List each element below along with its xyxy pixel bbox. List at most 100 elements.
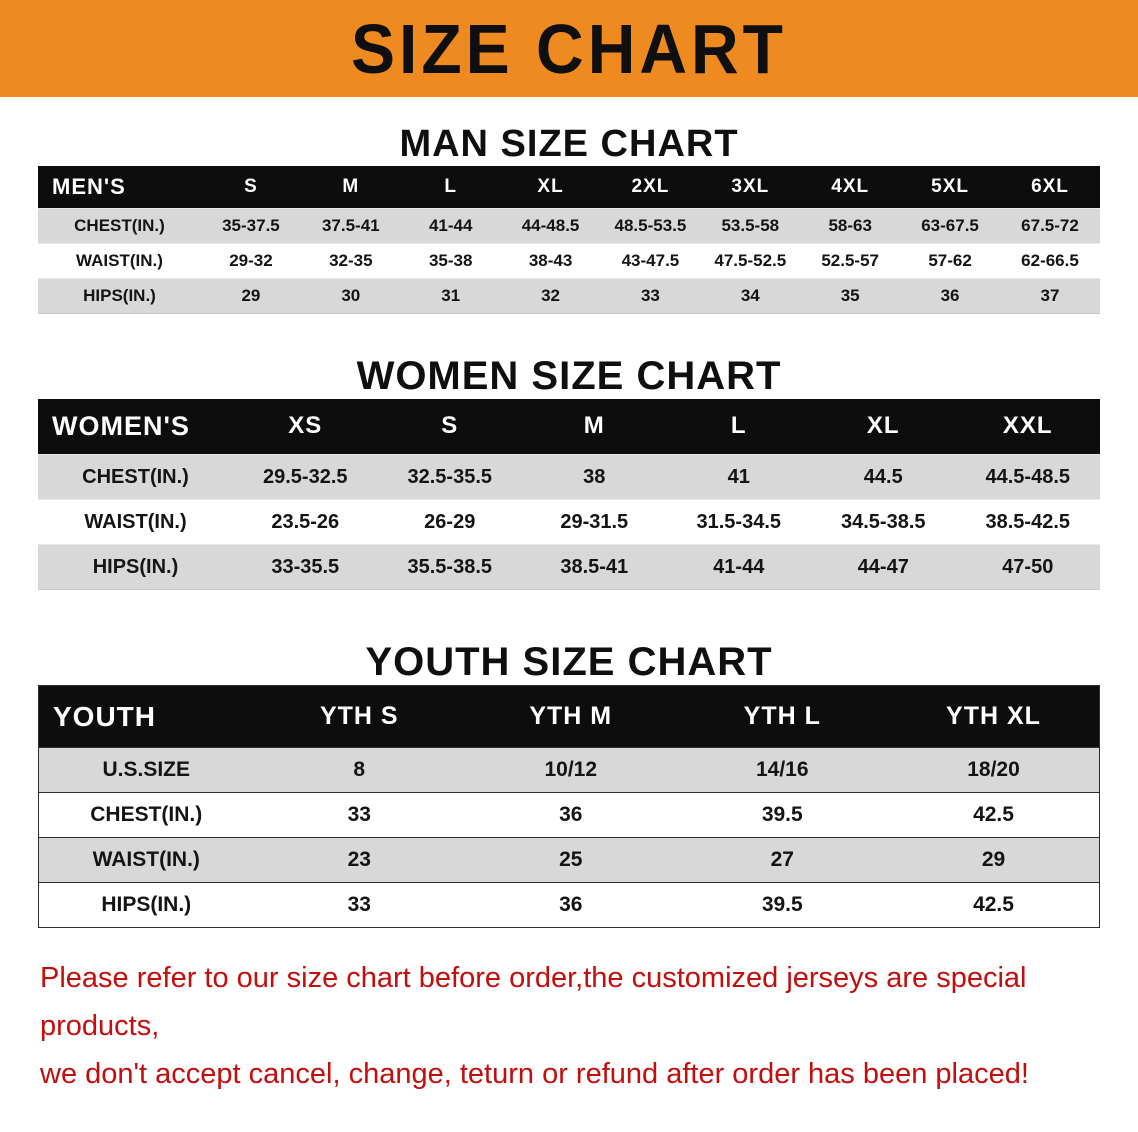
measurement-value: 62-66.5 <box>1021 250 1079 270</box>
size-column-header: XS <box>233 398 378 455</box>
measurement-value: 36 <box>940 285 960 305</box>
measurement-value: 38.5-41 <box>560 555 629 578</box>
measurement-value: 42.5 <box>973 803 1014 826</box>
measurement-value: 48.5-53.5 <box>614 215 687 235</box>
disclaimer-line-2: we don't accept cancel, change, teturn o… <box>40 1058 1029 1090</box>
measurement-value: 41-44 <box>428 215 473 235</box>
man-section-title: MAN SIZE CHART <box>399 123 739 165</box>
youth-section-title: YOUTH SIZE CHART <box>365 640 773 684</box>
size-header-row: WOMEN'S XS S M L XL XXL <box>38 398 1100 455</box>
youth-size-table: YOUTH YTH S YTH M YTH L YTH XL U.S.SIZE 8 10/12… <box>38 685 1100 928</box>
measurement-value: 29 <box>981 848 1006 871</box>
man-size-table: MEN'S S M L XL 2XL 3XL 4XL 5XL 6XL CHEST(IN.) 35-37… <box>38 166 1100 314</box>
measurement-row: U.S.SIZE 8 10/12 14/16 18/20 <box>38 747 1100 793</box>
measurement-value: 35.5-38.5 <box>407 555 492 578</box>
measurement-row: HIPS(IN.) 29 30 31 32 33 34 35 36 37 <box>38 278 1100 313</box>
measurement-value: 37 <box>1040 285 1060 305</box>
youth-size-chart-section: YOUTH SIZE CHART YOUTH YTH S YTH M YTH L YTH… <box>0 640 1138 928</box>
measurement-value: 44.5-48.5 <box>985 465 1070 488</box>
measurement-value: 32.5-35.5 <box>407 465 492 488</box>
measurement-value: 38-43 <box>528 250 573 270</box>
measurement-value: 14/16 <box>755 758 809 781</box>
women-size-chart-section: WOMEN SIZE CHART WOMEN'S XS S M L XL XXL CHEST(… <box>0 353 1138 590</box>
measurement-value: 33 <box>347 893 371 916</box>
measurement-value: 38 <box>583 465 606 488</box>
measurement-value: 29 <box>241 285 261 305</box>
measurement-value: 23.5-26 <box>271 510 340 533</box>
measurement-row: WAIST(IN.) 29-32 32-35 35-38 38-43 43-47.5 47.… <box>38 243 1100 278</box>
measurement-row: CHEST(IN.) 29.5-32.5 32.5-35.5 38 41 44.5 44.5… <box>38 454 1100 500</box>
measurement-value: 35-38 <box>428 250 473 270</box>
size-column-header: S <box>377 398 522 455</box>
size-column-header: 6XL <box>1000 166 1100 208</box>
size-column-header: M <box>300 166 401 208</box>
size-column-header: 5XL <box>900 166 1000 208</box>
size-column-header: YTH S <box>253 685 465 748</box>
measurement-value: 35-37.5 <box>222 215 280 235</box>
size-column-header: YTH XL <box>888 685 1100 748</box>
size-column-header: XXL <box>955 398 1100 455</box>
measurement-value: 18/20 <box>967 758 1020 781</box>
measurement-value: 47.5-52.5 <box>714 250 787 270</box>
measurement-value: 30 <box>341 285 361 305</box>
measurement-value: 41 <box>727 465 750 488</box>
table-corner-label: MEN'S <box>38 166 201 208</box>
measurement-value: 44-47 <box>857 555 909 578</box>
table-corner-label: WOMEN'S <box>38 398 233 455</box>
size-header-row: MEN'S S M L XL 2XL 3XL 4XL 5XL 6XL <box>38 166 1100 208</box>
measurement-value: 44.5 <box>863 465 903 488</box>
measurement-value: 36 <box>559 893 583 916</box>
size-column-header: M <box>522 398 667 455</box>
measurement-value: 33-35.5 <box>271 555 340 578</box>
measurement-value: 25 <box>559 848 583 871</box>
measurement-label: CHEST(IN.) <box>82 465 189 488</box>
man-size-chart-section: MAN SIZE CHART MEN'S S M L XL 2XL 3XL 4XL 5XL 6XL… <box>0 123 1138 314</box>
disclaimer-line-1: Please refer to our size chart before or… <box>40 962 1027 1042</box>
measurement-value: 27 <box>770 848 794 871</box>
measurement-value: 23 <box>347 848 371 871</box>
size-column-header: YTH M <box>465 685 677 748</box>
measurement-label: HIPS(IN.) <box>83 285 156 305</box>
size-column-header: S <box>201 166 301 208</box>
measurement-label: U.S.SIZE <box>102 758 191 781</box>
measurement-label: WAIST(IN.) <box>76 250 163 270</box>
size-column-header: XL <box>811 398 956 455</box>
measurement-label: WAIST(IN.) <box>92 848 200 871</box>
measurement-label: HIPS(IN.) <box>92 555 179 578</box>
measurement-row: CHEST(IN.) 33 36 39.5 42.5 <box>38 792 1100 838</box>
size-column-header: XL <box>500 166 601 208</box>
measurement-value: 42.5 <box>973 893 1014 916</box>
measurement-row: HIPS(IN.) 33-35.5 35.5-38.5 38.5-41 41-44 44-… <box>38 544 1100 590</box>
measurement-value: 29-32 <box>229 250 273 270</box>
measurement-value: 35 <box>840 285 860 305</box>
size-header-row: YOUTH YTH S YTH M YTH L YTH XL <box>38 685 1100 748</box>
table-corner-label: YOUTH <box>38 685 254 748</box>
women-size-table: WOMEN'S XS S M L XL XXL CHEST(IN.) 29.5-32.5 32.5… <box>38 398 1100 590</box>
women-section-title: WOMEN SIZE CHART <box>356 353 782 398</box>
measurement-value: 57-62 <box>928 250 972 270</box>
measurement-value: 33 <box>347 803 371 826</box>
measurement-value: 26-29 <box>424 510 476 533</box>
size-column-header: 3XL <box>700 166 801 208</box>
measurement-label: HIPS(IN.) <box>101 893 192 916</box>
measurement-value: 41-44 <box>713 555 765 578</box>
measurement-value: 53.5-58 <box>721 215 780 235</box>
measurement-value: 43-47.5 <box>621 250 680 270</box>
measurement-value: 38.5-42.5 <box>985 510 1070 533</box>
measurement-value: 36 <box>559 803 583 826</box>
measurement-value: 39.5 <box>761 893 803 916</box>
measurement-value: 34 <box>740 285 760 305</box>
size-column-header: YTH L <box>676 685 888 748</box>
measurement-value: 32 <box>541 285 561 305</box>
measurement-value: 47-50 <box>1002 555 1054 578</box>
size-column-header: 4XL <box>800 166 901 208</box>
size-column-header: L <box>666 398 811 455</box>
measurement-label: CHEST(IN.) <box>90 803 203 826</box>
measurement-value: 29-31.5 <box>560 510 629 533</box>
measurement-value: 39.5 <box>761 803 803 826</box>
measurement-value: 10/12 <box>544 758 598 781</box>
measurement-value: 32-35 <box>329 250 373 270</box>
measurement-value: 58-63 <box>828 215 872 235</box>
measurement-row: WAIST(IN.) 23 25 27 29 <box>38 837 1100 883</box>
